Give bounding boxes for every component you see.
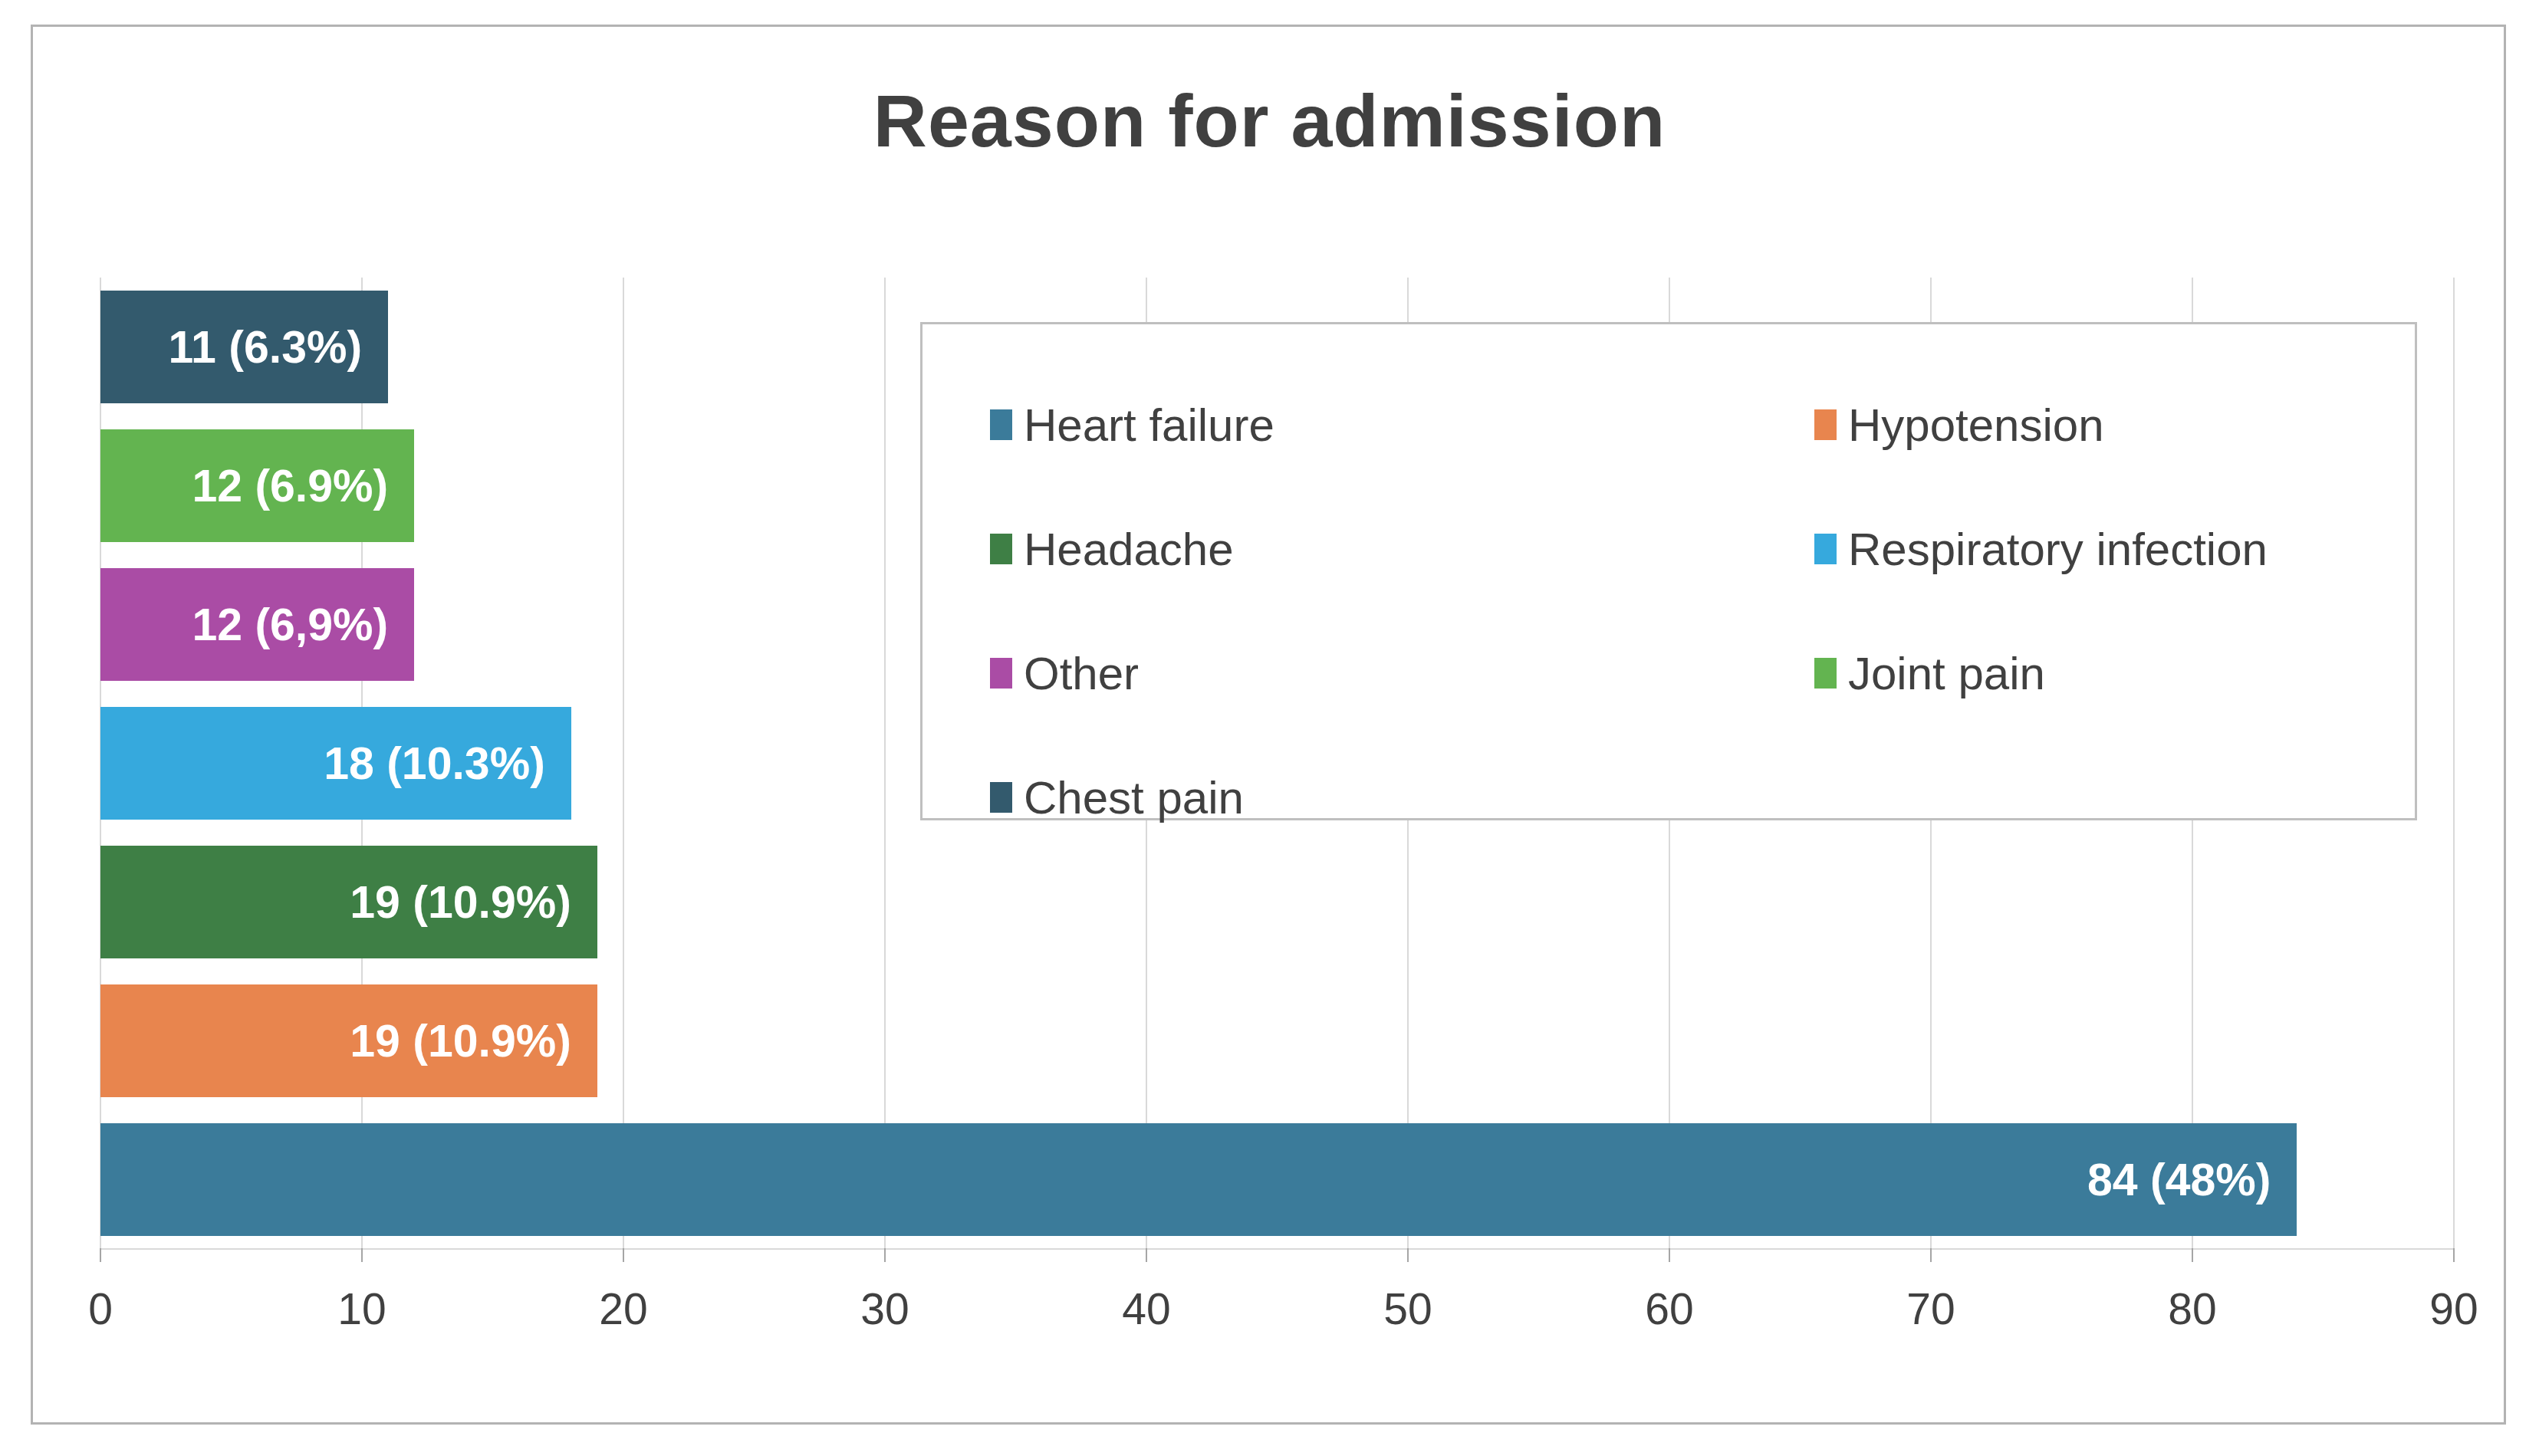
x-tick-mark-0: [100, 1248, 101, 1262]
legend-swatch-icon: [990, 658, 1012, 689]
x-tick-mark-20: [623, 1248, 624, 1262]
x-tick-mark-30: [884, 1248, 886, 1262]
x-axis-line: [100, 1248, 2454, 1250]
bar-value-label: 12 (6,9%): [192, 599, 388, 651]
x-tick-mark-80: [2192, 1248, 2193, 1262]
x-tick-label-70: 70: [1870, 1283, 1992, 1334]
bar-value-label: 18 (10.3%): [324, 738, 545, 790]
x-tick-mark-70: [1930, 1248, 1932, 1262]
bar-value-label: 19 (10.9%): [350, 876, 571, 928]
bar-other: 12 (6,9%): [100, 568, 414, 681]
legend-label: Respiratory infection: [1848, 523, 2268, 576]
chart-title: Reason for admission: [0, 78, 2539, 164]
x-tick-label-90: 90: [2393, 1283, 2515, 1334]
legend-item-hypotension: Hypotension: [1814, 399, 2415, 452]
bar-row-headache: 19 (10.9%): [100, 833, 2454, 971]
legend-item-joint-pain: Joint pain: [1814, 647, 2415, 700]
legend-swatch-icon: [1814, 534, 1837, 564]
bar-joint-pain: 12 (6.9%): [100, 429, 414, 542]
x-tick-label-50: 50: [1347, 1283, 1469, 1334]
legend-swatch-icon: [1814, 409, 1837, 440]
legend: Heart failure Hypotension Headache Respirat…: [920, 322, 2417, 820]
legend-swatch-icon: [990, 409, 1012, 440]
bar-value-label: 11 (6.3%): [169, 321, 363, 373]
legend-item-chest-pain: Chest pain: [990, 771, 1814, 824]
x-tick-label-20: 20: [562, 1283, 685, 1334]
x-tick-label-60: 60: [1608, 1283, 1731, 1334]
legend-label: Hypotension: [1848, 399, 2104, 452]
legend-label: Headache: [1024, 523, 1234, 576]
x-tick-label-10: 10: [301, 1283, 423, 1334]
x-tick-mark-60: [1669, 1248, 1670, 1262]
legend-swatch-icon: [1814, 658, 1837, 689]
legend-label: Chest pain: [1024, 771, 1244, 824]
bar-row-hypotension: 19 (10.9%): [100, 971, 2454, 1110]
bar-chest-pain: 11 (6.3%): [100, 291, 388, 403]
legend-label: Heart failure: [1024, 399, 1274, 452]
legend-item-other: Other: [990, 647, 1814, 700]
bar-headache: 19 (10.9%): [100, 846, 597, 958]
legend-label: Other: [1024, 647, 1139, 700]
x-tick-label-30: 30: [824, 1283, 946, 1334]
x-tick-mark-40: [1146, 1248, 1147, 1262]
x-tick-mark-50: [1407, 1248, 1409, 1262]
x-tick-label-0: 0: [39, 1283, 162, 1334]
x-tick-label-80: 80: [2131, 1283, 2254, 1334]
bar-value-label: 12 (6.9%): [192, 460, 388, 512]
x-tick-mark-10: [361, 1248, 363, 1262]
bar-heart-failure: 84 (48%): [100, 1123, 2297, 1236]
x-tick-mark-90: [2453, 1248, 2455, 1262]
bar-row-heart-failure: 84 (48%): [100, 1110, 2454, 1249]
bar-value-label: 84 (48%): [2087, 1154, 2271, 1206]
x-tick-label-40: 40: [1085, 1283, 1208, 1334]
legend-swatch-icon: [990, 782, 1012, 813]
legend-item-respiratory-infection: Respiratory infection: [1814, 523, 2415, 576]
bar-hypotension: 19 (10.9%): [100, 984, 597, 1097]
bar-value-label: 19 (10.9%): [350, 1015, 571, 1067]
bar-respiratory-infection: 18 (10.3%): [100, 707, 571, 820]
legend-item-headache: Headache: [990, 523, 1814, 576]
legend-item-heart-failure: Heart failure: [990, 399, 1814, 452]
legend-swatch-icon: [990, 534, 1012, 564]
legend-label: Joint pain: [1848, 647, 2045, 700]
